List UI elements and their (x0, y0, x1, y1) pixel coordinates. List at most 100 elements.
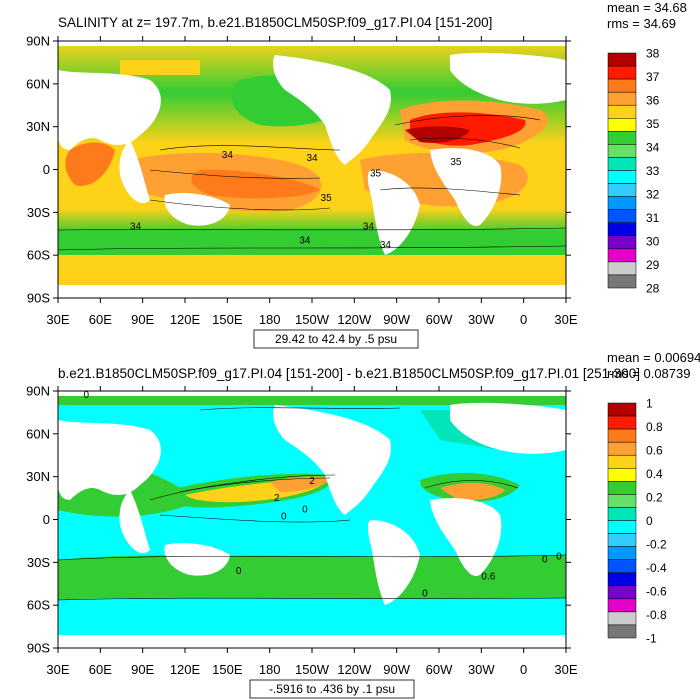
x-tick-label: 90E (131, 312, 154, 327)
contour-label: 0 (236, 566, 242, 577)
colorbar-label: 30 (646, 235, 660, 249)
salinity-panel: SALINITY at z= 197.7m, b.e21.B1850CLM50S… (26, 0, 687, 349)
contour-label: 35 (321, 193, 333, 204)
contour-label: 35 (370, 169, 382, 180)
colorbar-label: 36 (646, 94, 660, 108)
x-tick-label: 90W (383, 312, 410, 327)
colorbar-swatch (607, 585, 637, 600)
y-tick-label: 0 (43, 512, 50, 527)
range-box (249, 679, 415, 699)
colorbar-swatch (607, 235, 637, 250)
y-tick-label: 90S (27, 641, 50, 656)
contour-label: 34 (222, 150, 234, 161)
y-tick-label: 90N (26, 384, 50, 399)
mean-stat: mean = 34.68 (607, 0, 687, 15)
x-tick-label: 30E (554, 312, 577, 327)
colorbar-label: 0.4 (646, 467, 663, 481)
colorbar-label: 1 (646, 397, 653, 411)
x-tick-label: 90E (131, 662, 154, 677)
contour-label: 34 (130, 221, 142, 232)
contour-label: 2 (274, 493, 280, 504)
mean-stat: mean = 0.006943 (607, 350, 700, 365)
x-axis-labels: 30E 60E 90E 120E 150E 180 150W 120W 90W 60W 30W 0 30… (46, 36, 578, 327)
colorbar-swatch (607, 196, 637, 210)
continents (58, 41, 566, 298)
x-tick-label: 180 (259, 312, 281, 327)
contour-label: 34 (363, 221, 375, 232)
colorbar-swatch (607, 65, 637, 80)
x-tick-label: 30E (46, 312, 69, 327)
north-america (273, 55, 391, 165)
colorbar-swatch (607, 144, 637, 158)
colorbar-swatch (607, 183, 637, 197)
colorbar-label: 29 (646, 258, 660, 272)
y-axis-labels: 90N 60N 30N 0 30S 60S 90S (26, 384, 571, 656)
colorbar-swatch (607, 402, 637, 417)
colorbar-label: 34 (646, 141, 660, 155)
colorbar-swatch (607, 611, 637, 626)
x-tick-label: 0 (520, 662, 527, 677)
australia (164, 543, 230, 576)
colorbar-swatch (607, 170, 637, 184)
contour-label: 34 (299, 236, 311, 247)
colorbar-swatch (607, 157, 637, 171)
rms-stat: rms = 0.08739 (607, 366, 690, 381)
x-tick-label: 90W (383, 662, 410, 677)
contour-label: 0.6 (481, 571, 495, 582)
colorbar-swatch (607, 248, 637, 263)
asia-landmass (58, 420, 161, 500)
colorbar-label: -0.2 (646, 538, 667, 552)
x-tick-label: 30W (468, 312, 495, 327)
x-tick-label: 30W (468, 662, 495, 677)
map-field (58, 391, 566, 648)
difference-panel: b.e21.B1850CLM50SP.f09_g17.PI.04 [151-20… (26, 350, 700, 699)
eurasia-north (450, 52, 566, 104)
y-axis-labels: 90N 60N 30N 0 30S 60S 90S (26, 34, 571, 306)
colorbar-label: 33 (646, 164, 660, 178)
contour-label: 0 (422, 589, 428, 600)
contour-label: 35 (450, 157, 462, 168)
colorbar-label: 0.6 (646, 444, 663, 458)
contour-label: 34 (380, 240, 392, 251)
contour-label: 0 (302, 504, 308, 515)
arabian-sea-high (65, 142, 115, 186)
x-axis-labels: 30E 60E 90E 120E 150E 180 150W 120W 90W 60W 30W 0 30… (46, 386, 578, 677)
colorbar-swatch (607, 624, 637, 639)
x-tick-label: 120E (170, 312, 201, 327)
colorbar-swatch (607, 428, 637, 443)
colorbar-swatch (607, 494, 637, 508)
south-asia (119, 490, 150, 554)
range-label: -.5916 to .436 by .1 psu (269, 682, 395, 696)
colorbar-swatch (607, 533, 637, 547)
colorbar-swatch (607, 261, 637, 276)
contour-labels: 34 34 35 35 34 34 34 34 35 (130, 150, 462, 251)
y-tick-label: 60N (26, 76, 50, 91)
y-tick-label: 90N (26, 34, 50, 49)
colorbar-swatch (607, 507, 637, 521)
eurasia-north (450, 402, 566, 454)
x-tick-label: 120W (337, 312, 372, 327)
range-box (253, 329, 419, 349)
x-tick-label: 150W (295, 662, 330, 677)
colorbar: 38 37 36 35 34 33 32 31 30 29 28 (607, 47, 660, 296)
colorbar-label: -0.4 (646, 561, 667, 575)
antarctica (58, 285, 566, 298)
south-america (367, 170, 420, 255)
x-tick-label: 150E (212, 662, 243, 677)
colorbar-swatch (607, 559, 637, 573)
contour-label: 34 (306, 153, 318, 164)
arctic-band (120, 60, 200, 75)
x-tick-label: 60E (89, 312, 112, 327)
x-tick-label: 180 (259, 662, 281, 677)
south-pacific-max (191, 169, 320, 199)
x-tick-label: 120W (337, 662, 372, 677)
y-tick-label: 30S (27, 555, 50, 570)
rms-stat: rms = 34.69 (607, 16, 676, 31)
y-tick-label: 30S (27, 205, 50, 220)
contour-label: 0 (542, 554, 548, 565)
colorbar-label: 0 (646, 514, 653, 528)
colorbar-swatch (607, 274, 637, 289)
colorbar-swatch (607, 118, 637, 132)
colorbar-swatch (607, 520, 637, 534)
